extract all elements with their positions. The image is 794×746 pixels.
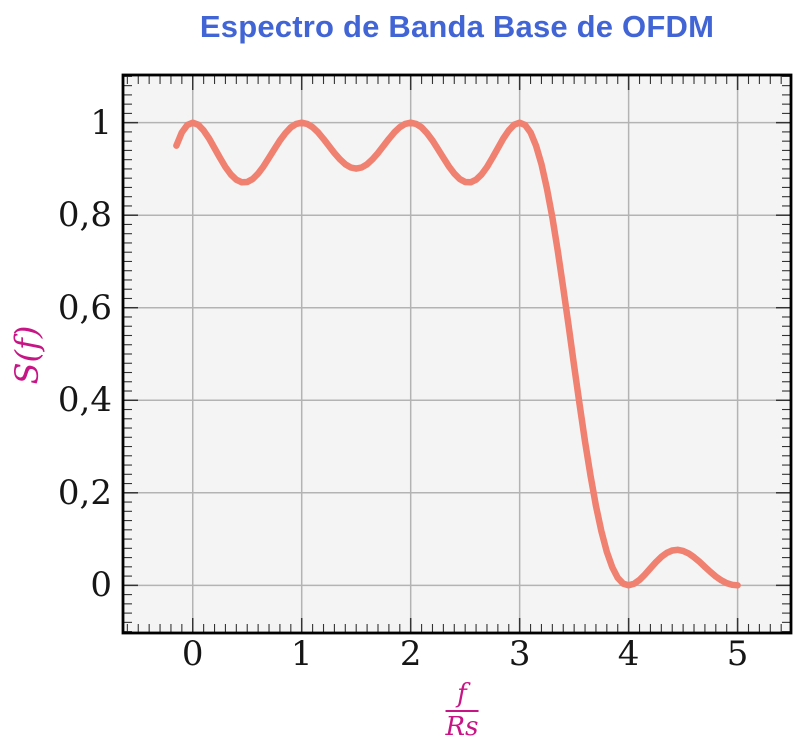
x-tick-label: 4	[617, 634, 640, 674]
x-axis-label-denominator: Rs	[445, 712, 479, 743]
y-axis-label: S(f)	[8, 325, 46, 385]
plot-background	[123, 75, 791, 633]
x-tick-label: 3	[508, 634, 531, 674]
y-tick-label: 0,8	[57, 195, 112, 236]
y-tick-label: 0,4	[57, 380, 112, 421]
y-tick-label: 0,6	[57, 287, 112, 328]
x-axis-label-numerator: f	[445, 679, 479, 713]
y-tick-label: 0	[90, 565, 112, 606]
x-tick-label: 2	[399, 634, 422, 674]
chart-title: Espectro de Banda Base de OFDM	[199, 9, 715, 44]
plot-frame	[121, 73, 793, 635]
x-tick-label: 1	[290, 634, 313, 674]
spectrum-curve	[173, 119, 741, 589]
x-tick-label: 5	[726, 634, 749, 674]
y-tick-label: 0,2	[57, 472, 112, 513]
y-tick-label: 1	[90, 102, 112, 143]
x-tick-label: 0	[181, 634, 204, 674]
x-axis-label: f Rs	[445, 679, 479, 743]
